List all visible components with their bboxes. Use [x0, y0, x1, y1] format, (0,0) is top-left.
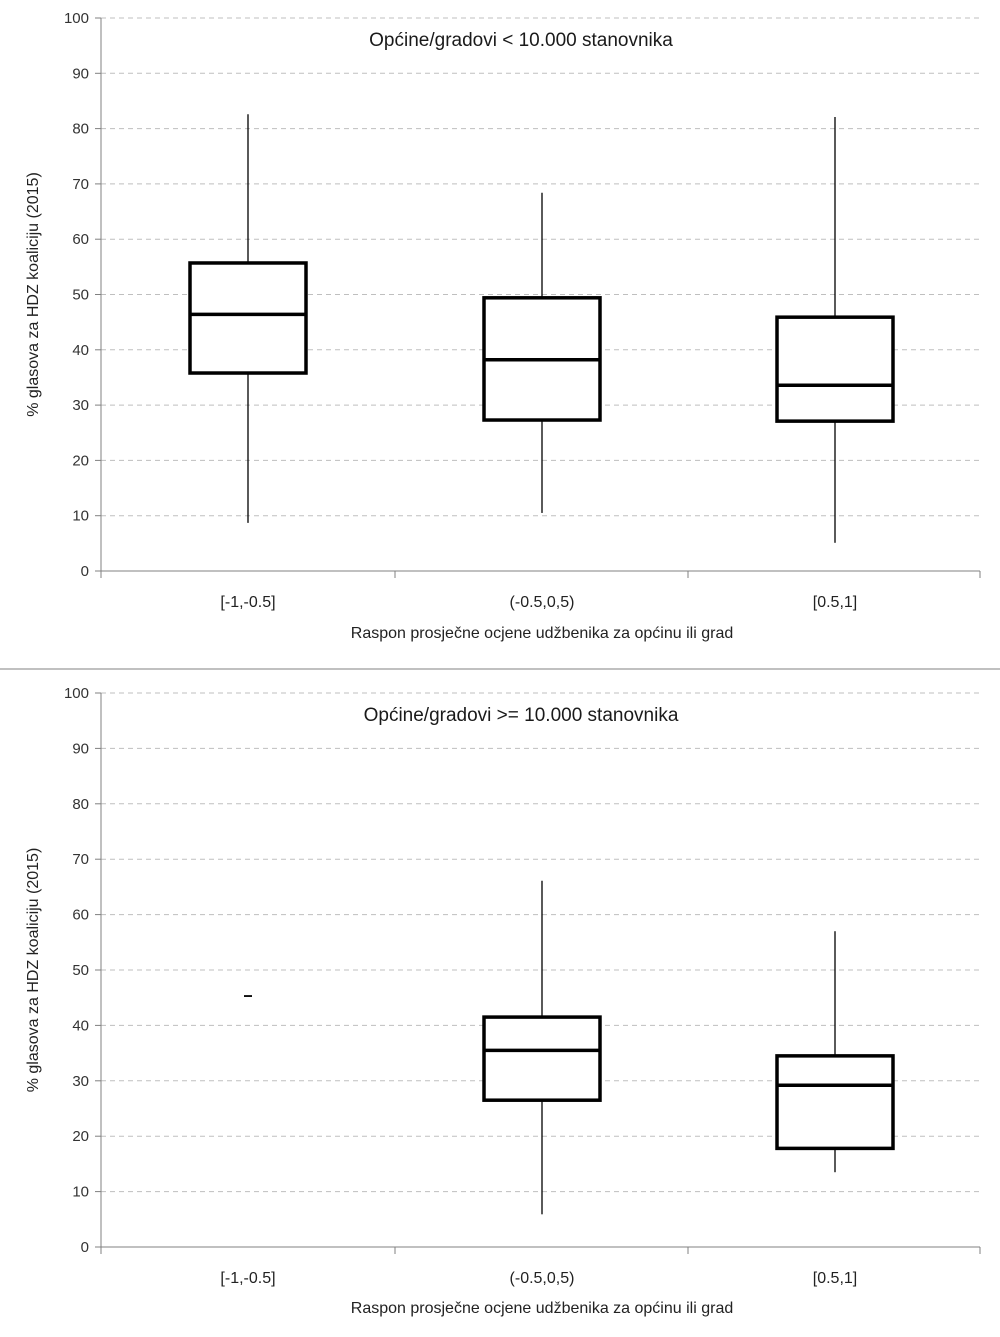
y-tick-label: 20	[72, 1128, 89, 1145]
boxplot-2	[482, 880, 602, 1215]
x-category-label: [-1,-0.5]	[220, 1270, 275, 1287]
chart-bottom: 0 10 20 30 40 50 60 70 80 90 100 Općine/gradovi >= …	[25, 685, 981, 1317]
y-tick-label: 80	[72, 121, 89, 138]
y-tick-label: 0	[81, 563, 89, 580]
y-tick-label: 40	[72, 1017, 89, 1034]
y-tick-label: 80	[72, 796, 89, 813]
y-axis-label: % glasova za HDZ koaliciju (2015)	[25, 848, 42, 1093]
iqr-box	[775, 315, 895, 423]
x-category-label: (-0.5,0,5)	[510, 1270, 575, 1287]
y-tick-label: 100	[64, 685, 89, 702]
iqr-box	[188, 261, 308, 375]
boxplot-3	[775, 116, 895, 543]
iqr-box	[482, 1015, 602, 1102]
y-tick-label: 70	[72, 176, 89, 193]
y-tick-label: 60	[72, 907, 89, 924]
y-tick-label: 50	[72, 287, 89, 304]
x-category-label: [0.5,1]	[813, 1270, 857, 1287]
iqr-box	[775, 1054, 895, 1151]
x-category-label: (-0.5,0,5)	[510, 594, 575, 611]
y-tick-label: 0	[81, 1239, 89, 1256]
boxplot-1	[188, 114, 308, 523]
boxplot-3	[775, 931, 895, 1173]
y-tick-label: 20	[72, 452, 89, 469]
chart-title: Općine/gradovi >= 10.000 stanovnika	[364, 705, 679, 726]
y-tick-label: 30	[72, 397, 89, 414]
chart-title: Općine/gradovi < 10.000 stanovnika	[369, 30, 673, 51]
y-tick-label: 60	[72, 231, 89, 248]
boxplot-2	[482, 192, 602, 513]
x-axis-label: Raspon prosječne ocjene udžbenika za opć…	[351, 625, 733, 642]
y-tick-label: 100	[64, 10, 89, 27]
y-axis-label: % glasova za HDZ koaliciju (2015)	[25, 172, 42, 417]
y-tick-label: 10	[72, 508, 89, 525]
x-category-label: [0.5,1]	[813, 594, 857, 611]
chart-top: 0 10 20 30 40 50 60 70 80 90 100 Općine/gradovi < 1…	[25, 10, 981, 642]
y-tick-label: 90	[72, 65, 89, 82]
y-tick-label: 10	[72, 1184, 89, 1201]
y-tick-label: 50	[72, 962, 89, 979]
x-axis-label: Raspon prosječne ocjene udžbenika za opć…	[351, 1300, 733, 1317]
y-tick-label: 40	[72, 342, 89, 359]
y-tick-label: 90	[72, 740, 89, 757]
y-tick-label: 70	[72, 851, 89, 868]
y-tick-label: 30	[72, 1073, 89, 1090]
x-category-label: [-1,-0.5]	[220, 594, 275, 611]
